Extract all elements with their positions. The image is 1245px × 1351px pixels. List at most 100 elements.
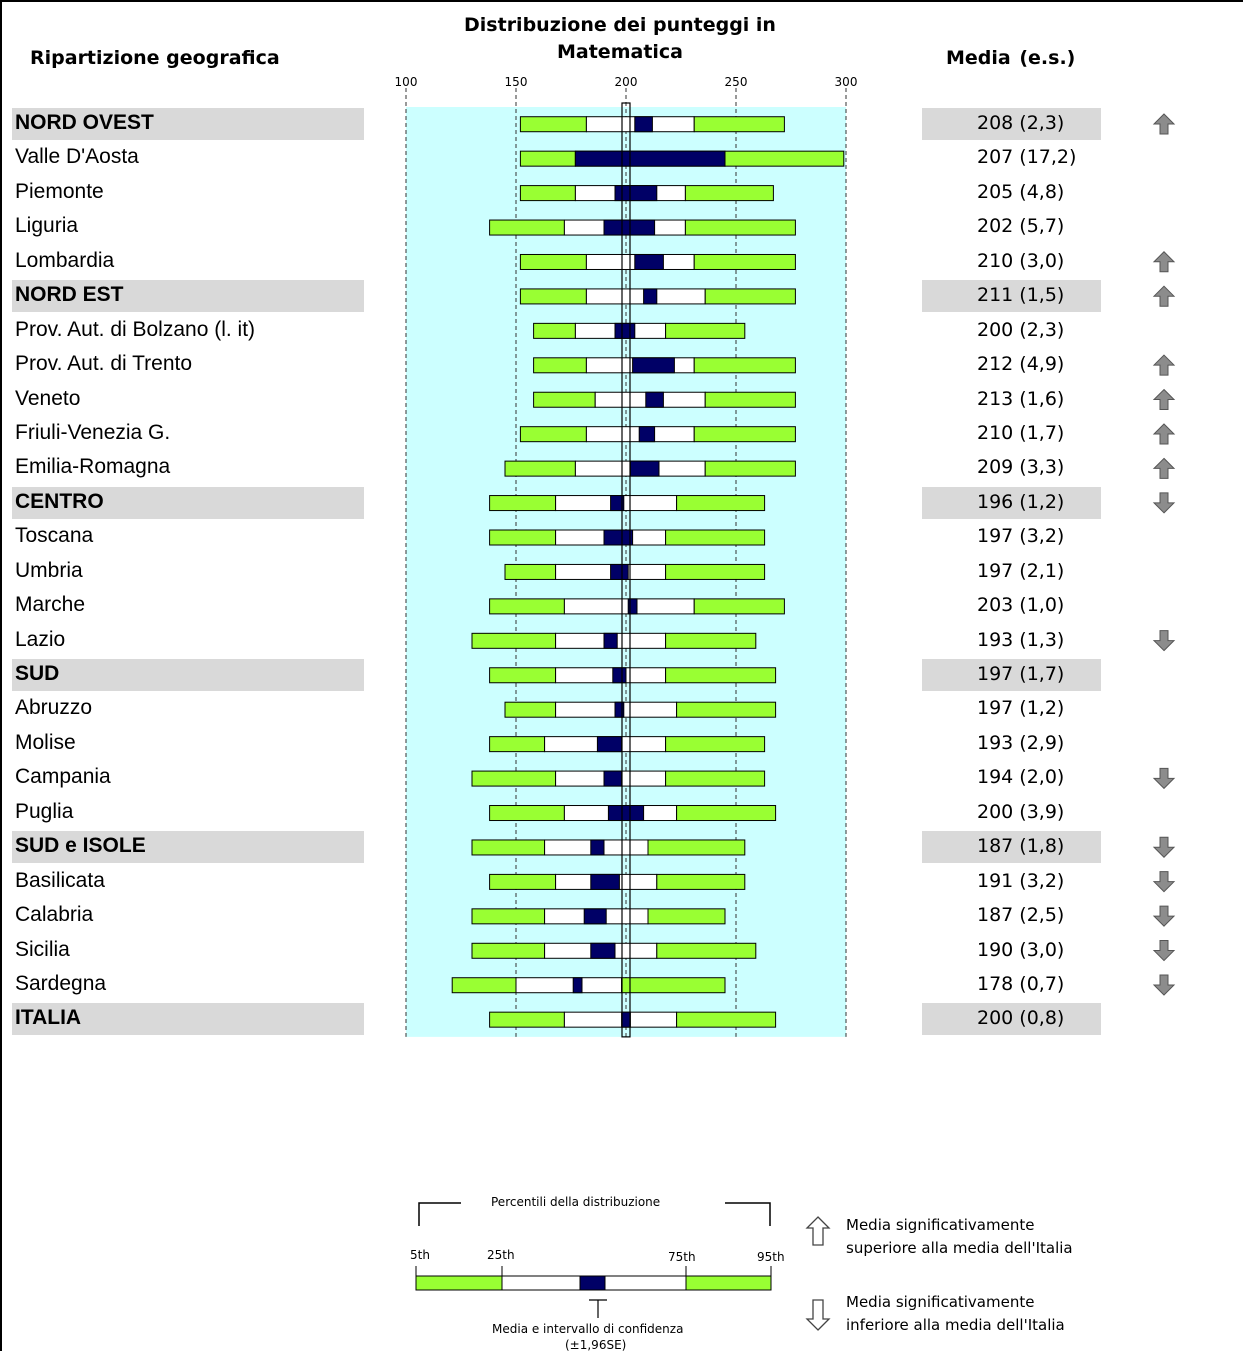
bar-p75-p95-sud-e-isole	[647, 839, 746, 856]
row-label-toscana: Toscana	[15, 524, 94, 548]
bar-p75-p95-toscana	[665, 529, 766, 546]
legend-p95-label: 95th	[757, 1250, 785, 1264]
bar-p75-p95-centro	[676, 495, 766, 512]
down-arrow-icon	[1152, 836, 1176, 858]
mean-band-sud-e-isole	[922, 831, 1101, 864]
x-tick-label-150: 150	[505, 75, 528, 89]
group-band-centro	[12, 486, 364, 519]
down-arrow-icon	[1152, 630, 1176, 652]
down-arrow-icon	[1152, 871, 1176, 893]
bar-ci-sud	[612, 667, 627, 684]
mean-band-sud	[922, 659, 1101, 692]
mean-value-liguria: 202 (5,7)	[977, 215, 1065, 238]
row-label-italia: ITALIA	[15, 1006, 82, 1030]
legend-bar-p75-p95	[685, 1275, 772, 1291]
mean-header-label: Media	[946, 47, 1011, 69]
bar-p5-p25-puglia	[489, 805, 565, 822]
bar-p5-p25-abruzzo	[504, 701, 557, 718]
legend-bar-p5-p25	[415, 1275, 503, 1291]
legend-p25-label: 25th	[487, 1248, 515, 1262]
bar-p5-p25-sardegna	[451, 977, 517, 994]
row-label-prov-aut-di-bolzano-l-it: Prov. Aut. di Bolzano (l. it)	[15, 317, 256, 341]
mean-value-lombardia: 210 (3,0)	[977, 249, 1065, 272]
x-tick-label-200: 200	[615, 75, 638, 89]
bar-p75-p95-puglia	[676, 805, 777, 822]
row-label-lombardia: Lombardia	[15, 248, 115, 272]
se-header-label: (e.s.)	[1019, 47, 1076, 69]
bar-ci-lazio	[603, 632, 618, 649]
bar-ci-calabria	[583, 908, 607, 925]
mean-band-nord-ovest	[922, 108, 1101, 140]
bar-ci-sardegna	[572, 977, 583, 994]
row-label-puglia: Puglia	[15, 799, 74, 823]
legend-ci-label-line1: Media e intervallo di confidenza	[492, 1322, 684, 1336]
row-label-molise: Molise	[15, 730, 76, 754]
bar-p75-p95-basilicata	[656, 873, 746, 890]
bar-p5-p25-basilicata	[489, 873, 557, 890]
down-arrow-icon	[1152, 767, 1176, 790]
bar-p75-p95-liguria	[684, 219, 796, 236]
bar-ci-umbria	[610, 563, 629, 580]
row-label-campania: Campania	[15, 765, 111, 789]
bar-p75-p95-nord-est	[704, 288, 796, 305]
mean-column-header: Media (e.s.)	[944, 47, 1075, 69]
up-arrow-icon	[1152, 457, 1176, 479]
mean-value-nord-est: 211 (1,5)	[977, 284, 1065, 307]
bar-p75-p95-sicilia	[656, 942, 757, 959]
mean-value-friuli-venezia-g: 210 (1,7)	[977, 421, 1065, 444]
bar-ci-basilicata	[590, 873, 620, 890]
down-arrow-icon	[1152, 905, 1176, 927]
bar-p5-p25-prov-aut-di-bolzano-l-it	[533, 322, 576, 339]
legend-p5-label: 5th	[410, 1248, 430, 1262]
bar-ci-toscana	[603, 529, 634, 546]
row-label-umbria: Umbria	[15, 558, 83, 582]
bar-ci-centro	[610, 495, 625, 512]
bar-p5-p25-friuli-venezia-g	[519, 426, 587, 443]
bar-p75-p95-italia	[676, 1011, 777, 1028]
bar-p5-p25-sicilia	[471, 942, 546, 959]
bar-p5-p25-piemonte	[519, 185, 576, 202]
row-label-friuli-venezia-g: Friuli-Venezia G.	[15, 420, 171, 444]
row-label-basilicata: Basilicata	[15, 868, 105, 892]
legend-down-arrow-icon	[805, 1299, 831, 1331]
legend-bracket-left	[418, 1202, 461, 1226]
mean-value-centro: 196 (1,2)	[977, 490, 1065, 513]
bar-p75-p95-emilia-romagna	[704, 460, 796, 477]
legend-down-line2: inferiore alla media dell'Italia	[846, 1316, 1065, 1334]
row-label-emilia-romagna: Emilia-Romagna	[15, 455, 171, 479]
mean-value-veneto: 213 (1,6)	[977, 387, 1065, 410]
mean-band-centro	[922, 486, 1101, 519]
bar-ci-puglia	[607, 805, 645, 822]
mean-band-italia	[922, 1003, 1101, 1036]
bar-ci-friuli-venezia-g	[638, 426, 656, 443]
bar-p5-p25-molise	[489, 736, 546, 753]
bar-ci-campania	[603, 770, 623, 787]
bar-p75-p95-abruzzo	[676, 701, 777, 718]
mean-value-toscana: 197 (3,2)	[977, 525, 1065, 548]
row-label-calabria: Calabria	[15, 903, 94, 927]
row-label-centro: CENTRO	[15, 489, 104, 513]
mean-value-italia: 200 (0,8)	[977, 1007, 1065, 1030]
mean-value-calabria: 187 (2,5)	[977, 904, 1065, 927]
bar-p5-p25-italia	[489, 1011, 565, 1028]
row-label-veneto: Veneto	[15, 386, 81, 410]
mean-value-sud: 197 (1,7)	[977, 663, 1065, 686]
bar-p5-p25-lombardia	[519, 253, 587, 270]
group-band-italia	[12, 1003, 364, 1036]
mean-value-marche: 203 (1,0)	[977, 594, 1065, 617]
group-band-sud-e-isole	[12, 831, 364, 864]
bar-p5-p25-campania	[471, 770, 557, 787]
mean-value-abruzzo: 197 (1,2)	[977, 697, 1065, 720]
bar-p25-p75-italia	[563, 1011, 678, 1028]
mean-value-umbria: 197 (2,1)	[977, 559, 1065, 582]
x-tick-label-300: 300	[835, 75, 858, 89]
bar-p25-p75-sardegna	[515, 977, 623, 994]
row-label-sardegna: Sardegna	[15, 972, 107, 995]
bar-p75-p95-marche	[693, 598, 785, 615]
bar-p75-p95-sardegna	[621, 977, 726, 994]
legend-p75-label: 75th	[668, 1250, 696, 1264]
bar-ci-italia	[621, 1011, 631, 1028]
